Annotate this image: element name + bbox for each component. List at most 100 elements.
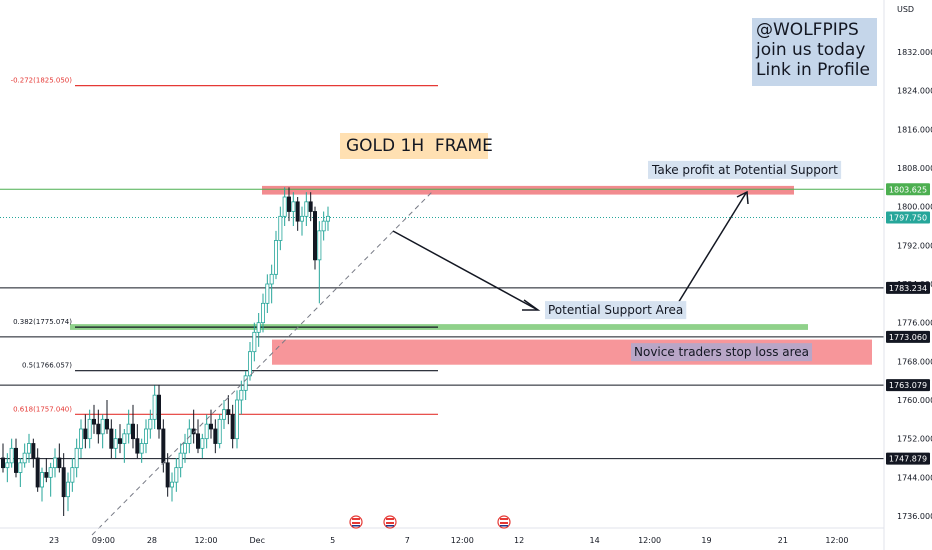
price-tick-label: 1736.000 [897,512,932,521]
candle-body [74,447,79,469]
candle-body [161,428,166,464]
candle-body [321,220,326,232]
arrow-to-target [674,192,747,309]
candle-body [61,467,66,498]
price-tick-label: 1744.000 [897,473,932,482]
fib-level-label: 0.382(1775.074) [13,318,72,326]
candle-body [79,428,84,449]
price-tick-label: 1832.000 [897,48,932,57]
watermark-handle: @WOLFPIPS [756,20,859,40]
event-icons[interactable] [349,515,511,529]
time-tick-label: 5 [330,536,335,545]
price-axis[interactable]: USD 1736.000 1744.000 1752.000 1760.000 1768… [883,0,932,550]
price-tick-label: 1768.000 [897,357,932,366]
candle-body [148,418,153,430]
time-tick-label: 09:00 [92,536,115,545]
candle-body [135,438,140,454]
candle-body [35,457,40,488]
candle-body [204,423,209,440]
candle-body [139,443,144,454]
price-badge-label: 1773.060 [889,333,927,342]
chart-title: GOLD 1H FRAME [340,133,493,159]
us-flag-event-icon[interactable] [349,515,363,529]
candle-body [243,375,248,391]
arrow-to-support-head [522,299,541,311]
candle-body [0,457,6,469]
candle-body [83,428,88,440]
zone-label-bg-resistance [648,160,842,179]
candle-body [182,443,187,454]
price-badge-label: 1797.750 [889,214,927,223]
candle-body [308,201,313,212]
price-tick-label: 1816.000 [897,125,932,134]
candle-body [291,201,296,212]
candle-body [113,438,118,449]
candle-body [143,428,148,444]
candle-body [226,409,231,415]
candle-body [282,196,287,217]
zone-labels-layer: Take profit at Potential Support Potentia… [545,160,842,362]
price-badge-label: 1747.879 [889,455,927,464]
time-tick-label: 14 [590,536,600,545]
watermark-line-3: Link in Profile [756,60,870,80]
zone-resistance [262,185,794,195]
candle-body [247,351,252,377]
watermark-line-2: join us today [756,40,866,60]
candle-body [169,481,174,488]
candle-body [234,399,239,440]
candle-body [312,211,317,261]
fib-level-label: -0.272(1825.050) [11,77,73,85]
watermark-box: @WOLFPIPS join us today Link in Profile [752,18,877,86]
price-badge [886,379,930,392]
price-badge-label: 1803.625 [889,185,927,194]
price-badge [886,330,930,343]
currency-label: USD [897,5,914,14]
time-tick-label: 21 [778,536,788,545]
price-tick-label: 1800.000 [897,203,932,212]
candle-body [230,414,235,440]
candle-body [96,423,101,435]
time-tick-label: 12:00 [825,536,848,545]
price-tick-label: 1792.000 [897,241,932,250]
candle-body [195,433,200,449]
price-badge [886,452,930,465]
time-axis[interactable]: 23 09:00 28 12:00 Dec 5 7 12:00 12 14 12:00 19 21 12:… [0,527,884,545]
zone-label-support: Potential Support Area [548,303,683,317]
lines-layer: -0.272(1825.050) 0.382(1775.074) 0.5(1766.… [0,77,884,460]
price-tick-label: 1824.000 [897,87,932,96]
candle-body [269,273,274,285]
zone-label-stoploss: Novice traders stop loss area [634,345,809,359]
time-tick-label: 7 [405,536,410,545]
candle-body [22,452,27,464]
candle-body [53,457,58,469]
candle-body [126,423,131,435]
fib-level-label: 0.618(1757.040) [13,405,72,413]
price-badge [886,281,930,294]
price-tick-label: 1776.000 [897,319,932,328]
candles-layer [0,187,330,516]
candle-body [66,481,71,498]
candle-body [44,472,49,478]
time-tick-label: Dec [249,536,264,545]
candle-body [31,443,36,459]
candle-body [26,443,31,454]
zone-label-bg-support [545,301,687,320]
arrow-to-support [392,230,537,310]
annotations-layer [91,190,749,536]
candle-body [221,409,226,420]
candle-body [118,438,123,444]
candle-body [304,201,309,217]
candle-body [260,302,265,324]
candle-body [156,394,161,430]
price-tick-label: 1760.000 [897,396,932,405]
us-flag-event-icon[interactable] [497,515,511,529]
time-tick-label: 12:00 [451,536,474,545]
candle-body [122,433,127,444]
candle-body [109,428,114,449]
fib-level-label: 0.5(1766.057) [22,362,72,370]
candle-body [273,240,278,275]
candle-body [256,322,261,333]
time-tick-label: 12:00 [194,536,217,545]
us-flag-event-icon[interactable] [383,515,397,529]
